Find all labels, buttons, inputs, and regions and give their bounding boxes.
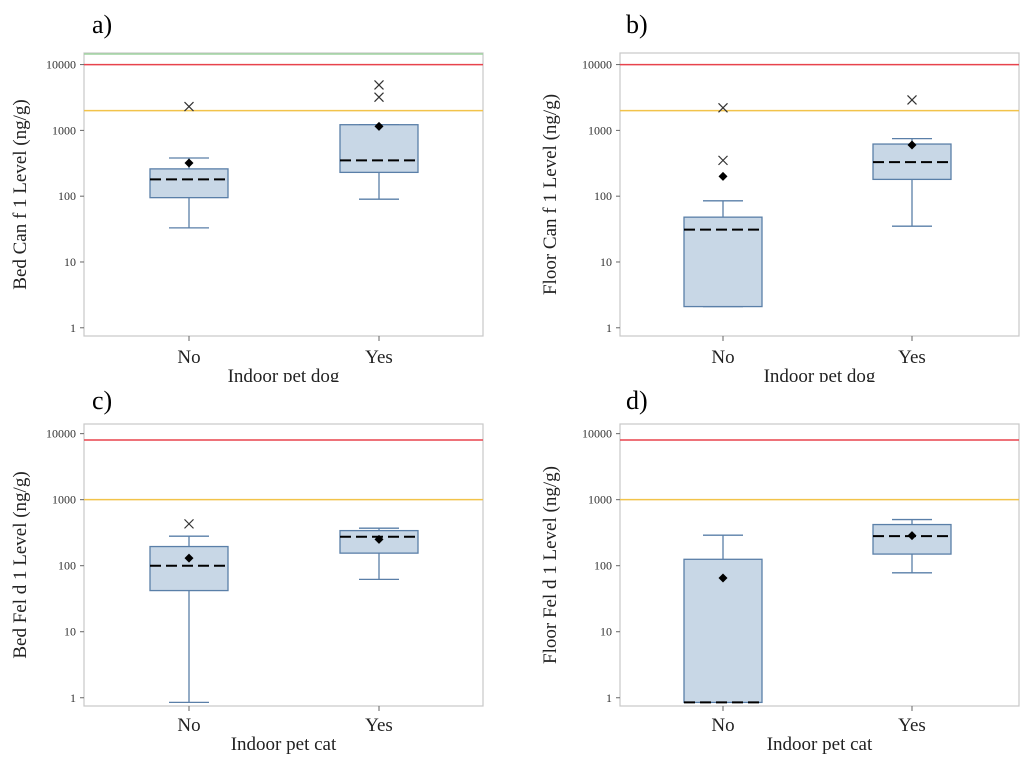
panel-label-b: b) bbox=[626, 10, 648, 39]
box-iqr bbox=[683, 216, 763, 308]
box-group-no bbox=[683, 102, 763, 308]
panel-label-c: c) bbox=[92, 386, 113, 415]
y-tick-label: 1 bbox=[70, 321, 76, 335]
y-tick-label: 10 bbox=[600, 255, 612, 269]
chart-a: 1 10 100 1000 10000 No Yes Indoor pet dog Bed Ca… bbox=[10, 52, 484, 382]
y-tick-label: 1000 bbox=[52, 123, 76, 137]
y-tick-label: 1000 bbox=[52, 493, 76, 507]
box-group-yes bbox=[339, 80, 419, 200]
y-tick-label: 10 bbox=[64, 255, 76, 269]
box-group-no bbox=[149, 101, 229, 229]
mean-marker bbox=[718, 573, 728, 583]
x-category-label: Yes bbox=[365, 715, 393, 736]
chart-d: 1 10 100 1000 10000 No Yes Indoor pet cat Floor … bbox=[540, 423, 1020, 755]
y-tick-label: 10000 bbox=[46, 427, 76, 441]
x-category-label: Yes bbox=[365, 347, 393, 368]
box-group-yes bbox=[872, 95, 952, 227]
outlier-marker bbox=[184, 518, 194, 529]
chart-panel-a: a) 1 10 100 1000 10000 No Yes Indoor pet dog Bed… bbox=[0, 0, 512, 382]
x-category-label: No bbox=[177, 347, 200, 368]
y-tick-label: 100 bbox=[58, 189, 76, 203]
x-axis-title: Indoor pet cat bbox=[231, 734, 337, 755]
chart-panel-b: b) 1 10 100 1000 10000 No Yes Indoor pet dog Flo… bbox=[512, 0, 1024, 382]
chart-panel-c: c) 1 10 100 1000 10000 No Yes Indoor pet cat Bed… bbox=[0, 382, 512, 764]
y-tick-label: 10 bbox=[600, 625, 612, 639]
y-tick-label: 1 bbox=[606, 691, 612, 705]
y-tick-label: 1000 bbox=[588, 493, 612, 507]
y-axis-title: Floor Fel d 1 Level (ng/g) bbox=[540, 466, 561, 664]
y-axis-title: Bed Can f 1 Level (ng/g) bbox=[10, 99, 31, 289]
outlier-marker bbox=[907, 95, 917, 105]
y-tick-label: 10000 bbox=[582, 427, 612, 441]
outlier-marker bbox=[374, 80, 384, 90]
outlier-marker bbox=[718, 155, 728, 166]
box-group-no bbox=[683, 534, 763, 704]
y-tick-label: 1000 bbox=[588, 123, 612, 137]
box-group-yes bbox=[872, 518, 952, 574]
y-tick-label: 100 bbox=[58, 559, 76, 573]
chart-panel-d: d) 1 10 100 1000 10000 No Yes Indoor pet cat Flo… bbox=[512, 382, 1024, 764]
mean-marker bbox=[184, 553, 194, 563]
panel-label-a: a) bbox=[92, 10, 113, 39]
mean-marker bbox=[184, 158, 194, 168]
x-axis-title: Indoor pet cat bbox=[767, 734, 873, 755]
y-tick-label: 1 bbox=[606, 321, 612, 335]
box-iqr bbox=[339, 124, 419, 174]
plot-frame bbox=[619, 423, 1020, 707]
mean-marker bbox=[374, 534, 384, 544]
plot-frame bbox=[83, 52, 484, 337]
box-iqr bbox=[149, 168, 229, 199]
y-tick-label: 10000 bbox=[582, 58, 612, 72]
mean-marker bbox=[907, 531, 917, 541]
outlier-marker bbox=[718, 102, 728, 113]
x-axis-title: Indoor pet dog bbox=[228, 366, 340, 382]
y-tick-label: 100 bbox=[594, 189, 612, 203]
outlier-marker bbox=[184, 101, 194, 112]
y-tick-label: 100 bbox=[594, 559, 612, 573]
box-group-yes bbox=[339, 527, 419, 581]
plot-frame bbox=[619, 52, 1020, 337]
outlier-marker bbox=[374, 92, 384, 103]
y-axis-title: Bed Fel d 1 Level (ng/g) bbox=[10, 471, 31, 658]
x-category-label: No bbox=[711, 715, 734, 736]
x-category-label: Yes bbox=[898, 715, 926, 736]
mean-marker bbox=[907, 140, 917, 150]
panel-label-d: d) bbox=[626, 386, 648, 415]
x-category-label: No bbox=[177, 715, 200, 736]
x-category-label: Yes bbox=[898, 347, 926, 368]
y-tick-label: 10000 bbox=[46, 58, 76, 72]
mean-marker bbox=[374, 121, 384, 131]
box-iqr bbox=[149, 545, 229, 592]
y-tick-label: 10 bbox=[64, 625, 76, 639]
plot-frame bbox=[83, 423, 484, 707]
chart-c: 1 10 100 1000 10000 No Yes Indoor pet cat Bed Fe… bbox=[10, 423, 484, 755]
mean-marker bbox=[718, 171, 728, 181]
box-iqr bbox=[683, 558, 763, 704]
box-group-no bbox=[149, 518, 229, 704]
y-axis-title: Floor Can f 1 Level (ng/g) bbox=[540, 94, 561, 295]
y-tick-label: 1 bbox=[70, 691, 76, 705]
chart-b: 1 10 100 1000 10000 No Yes Indoor pet dog Floor … bbox=[540, 52, 1020, 382]
x-category-label: No bbox=[711, 347, 734, 368]
x-axis-title: Indoor pet dog bbox=[764, 366, 876, 382]
